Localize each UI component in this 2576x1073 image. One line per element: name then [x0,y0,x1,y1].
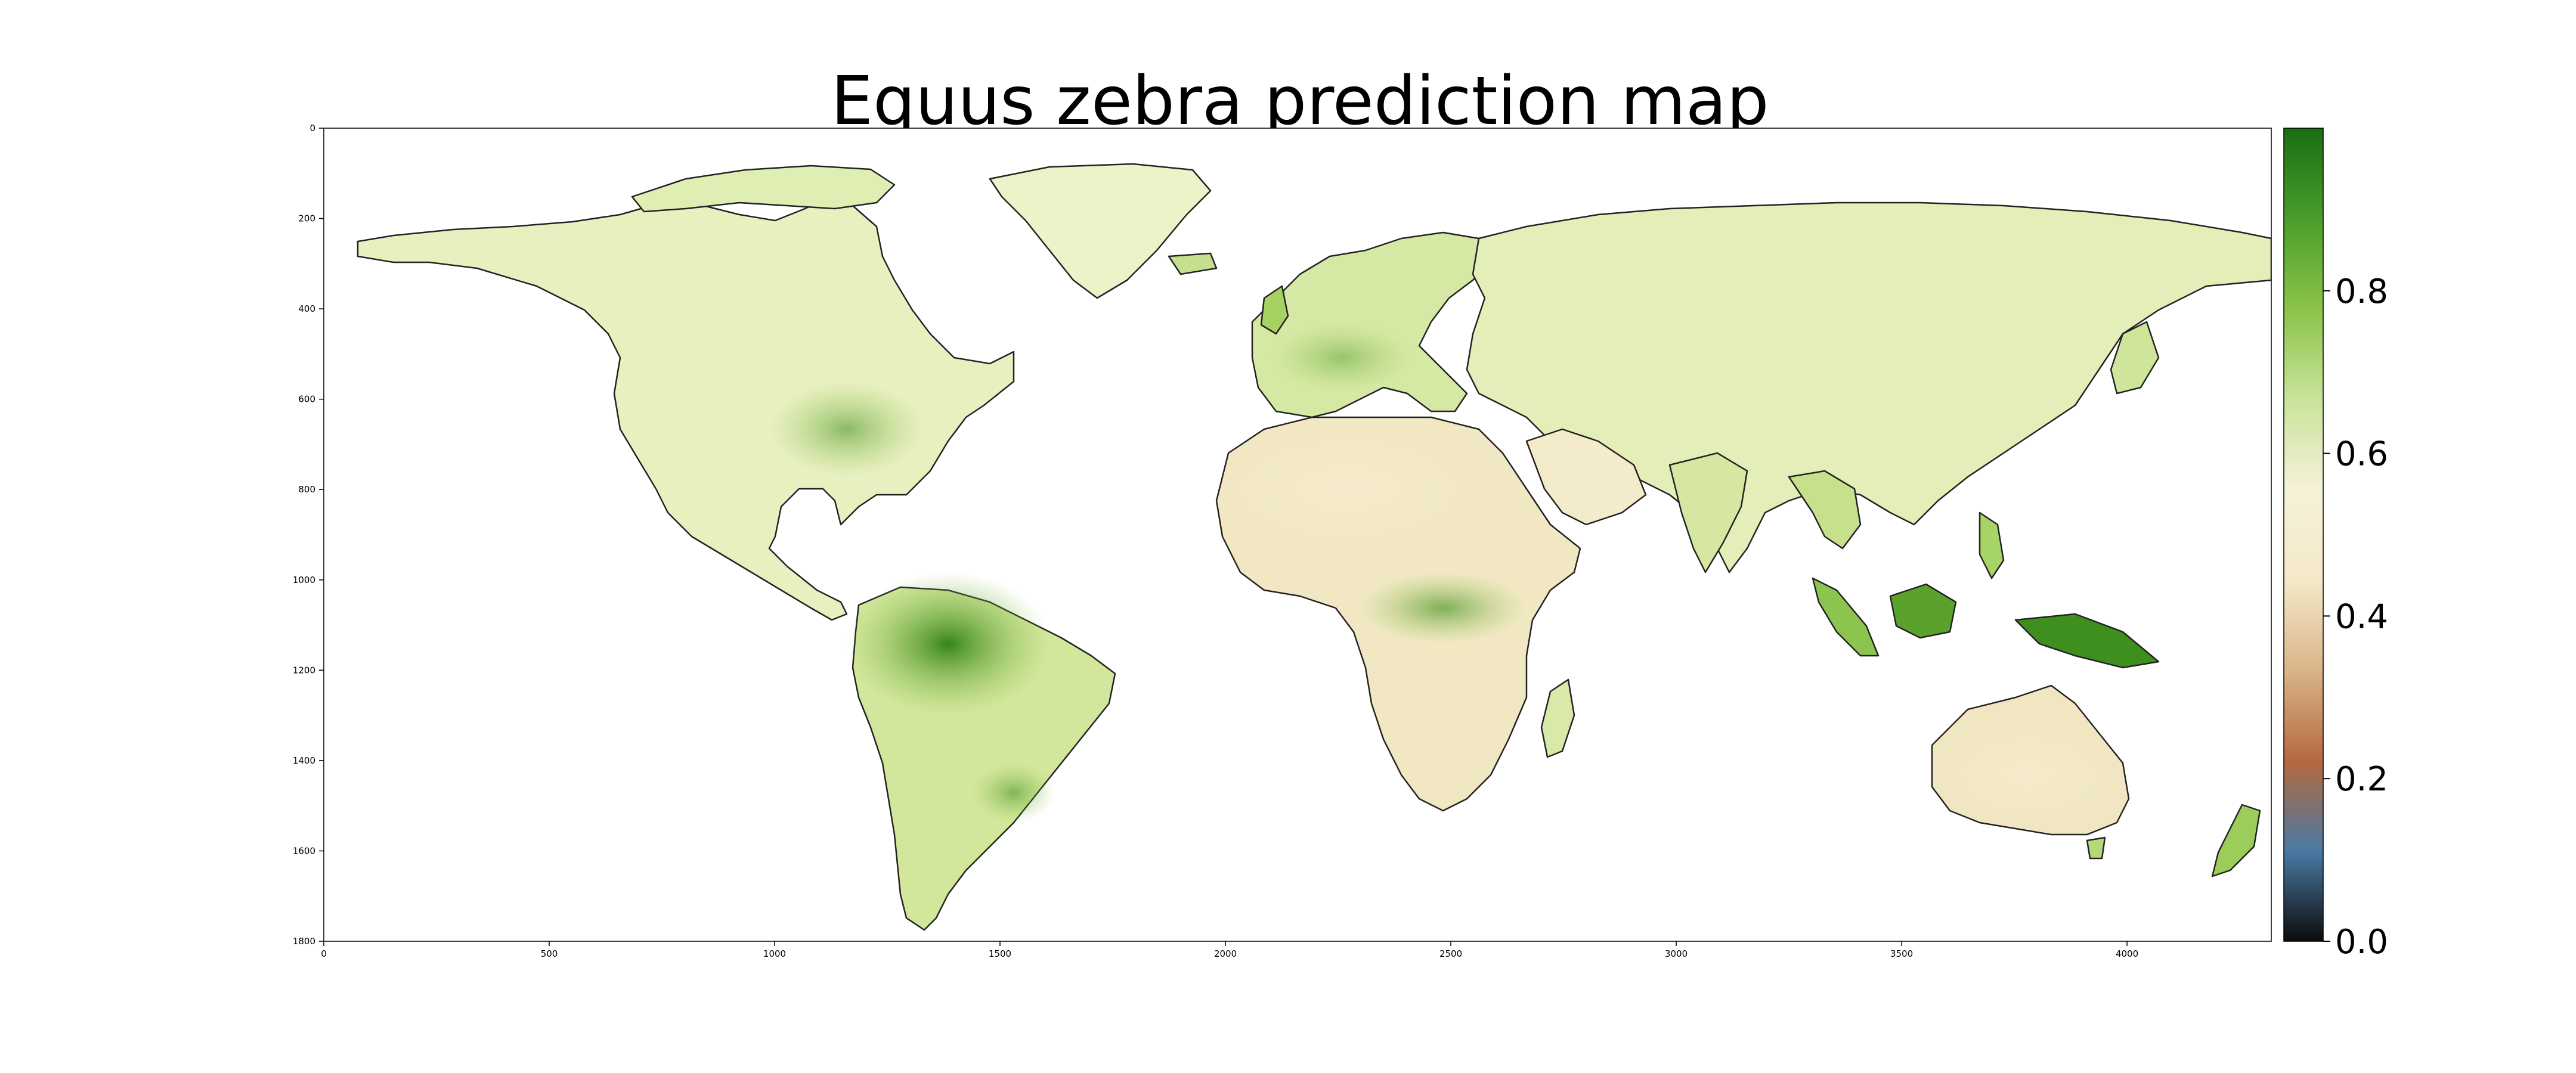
southeast-asia [1788,470,1862,550]
y-tick-label: 1600 [293,845,315,856]
y-tick-label: 1400 [293,755,315,766]
x-tick-label: 2000 [1214,948,1237,959]
y-tick-label: 800 [298,484,315,495]
map-title: Equus zebra prediction map [831,63,1769,140]
x-tick-label: 500 [541,948,558,959]
tasmania [2086,836,2106,860]
asia [1466,201,2271,573]
greenland [989,163,1212,299]
new-guinea [2014,613,2160,669]
colorbar-tick-label: 0.0 [2335,923,2388,962]
y-axis: 0 200 400 600 800 1000 1200 1400 1600 1800 [293,123,324,947]
east-na-high-zone [769,382,924,477]
y-tick-label: 1200 [293,665,315,675]
colorbar-tick-label: 0.6 [2335,435,2388,474]
y-tick-label: 1800 [293,936,315,947]
amazon-high-zone [847,572,1049,715]
y-tick-label: 0 [309,123,315,134]
iceland [1168,252,1218,275]
x-tick-label: 1000 [763,948,786,959]
x-axis: 0 500 1000 1500 2000 2500 3000 3500 4000 [321,941,2138,959]
india [1668,452,1748,573]
y-tick-label: 200 [298,213,315,224]
japan [2110,321,2160,395]
europe-high-zone [1270,322,1413,393]
x-tick-label: 3000 [1665,948,1688,959]
x-tick-label: 3500 [1890,948,1913,959]
colorbar-tick-label: 0.8 [2335,272,2388,311]
borneo [1889,583,1957,639]
y-tick-label: 600 [298,394,315,405]
colorbar-tick-label: 0.2 [2335,760,2388,799]
x-tick-label: 2500 [1439,948,1462,959]
new-zealand [2211,804,2261,877]
plot-frame [323,128,2272,942]
colorbar-ticks: 0.0 0.2 0.4 0.6 0.8 [2323,272,2388,962]
colorbar-gradient [2283,128,2324,942]
central-africa-high-zone [1360,572,1527,644]
southeast-brazil-high-zone [972,763,1055,823]
british-isles [1260,285,1289,335]
sahara-low-zone [1228,435,1467,542]
madagascar [1540,678,1575,758]
x-tick-label: 0 [321,948,327,959]
north-america [357,196,1015,621]
philippines [1979,511,2005,579]
arabia [1525,428,1647,526]
arctic-islands [631,165,896,213]
australia-low-zone [1944,727,2111,823]
plot-area: 0 500 1000 1500 2000 2500 3000 3500 4000 0 200 400… [293,123,2272,959]
y-tick-label: 1000 [293,575,315,585]
y-tick-label: 400 [298,303,315,314]
colorbar: 0.0 0.2 0.4 0.6 0.8 [2283,128,2388,962]
x-tick-label: 4000 [2116,948,2138,959]
landmasses [357,163,2271,931]
colorbar-tick-label: 0.4 [2335,597,2388,636]
x-tick-label: 1500 [989,948,1011,959]
sumatra [1812,577,1880,657]
